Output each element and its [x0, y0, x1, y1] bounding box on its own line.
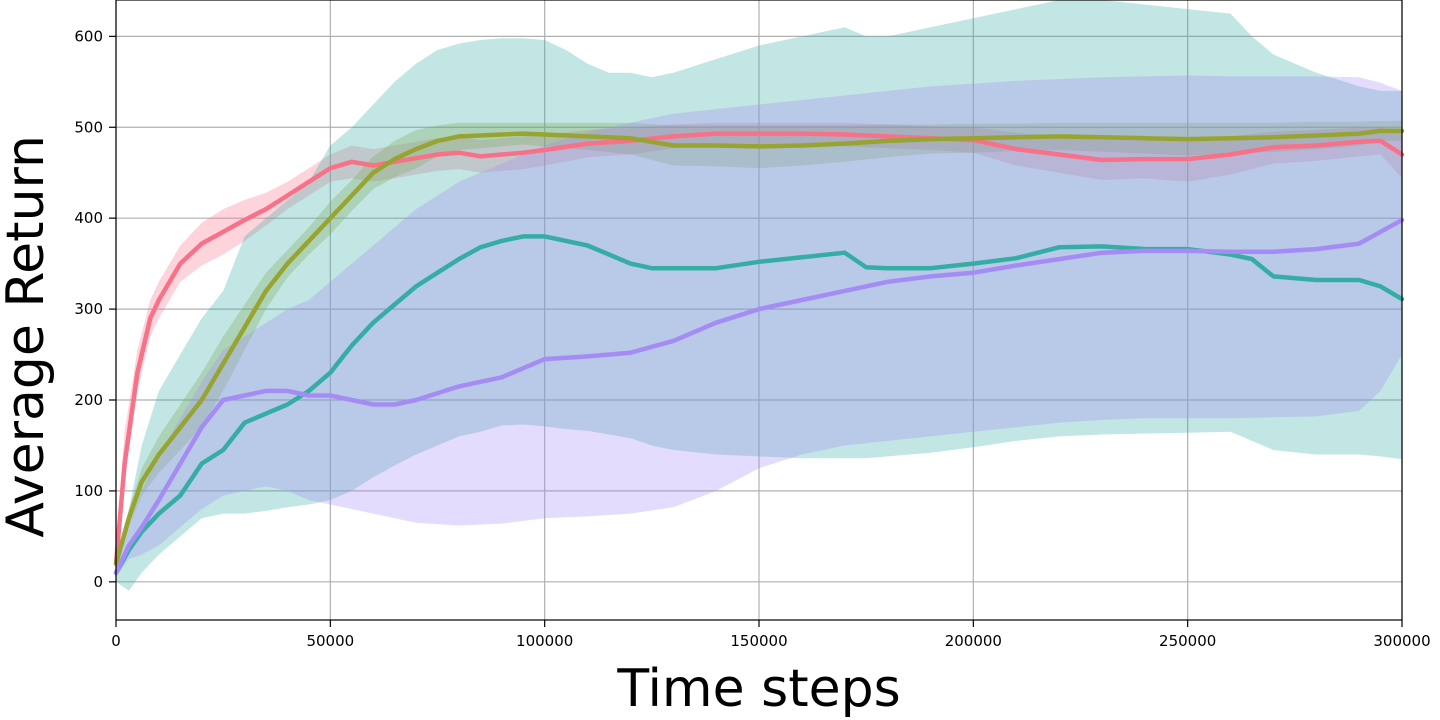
y-tick-label: 400 [74, 209, 103, 227]
y-tick-label: 600 [74, 27, 103, 45]
series-4-line [113, 217, 1405, 575]
x-tick-label: 150000 [730, 632, 787, 650]
x-tick-label: 0 [111, 632, 121, 650]
confidence-bands [116, 0, 1402, 591]
series-lines [113, 128, 1405, 575]
x-axis-title: Time steps [616, 659, 900, 719]
y-tick-label: 0 [93, 573, 103, 591]
x-tick-label: 50000 [306, 632, 354, 650]
x-tick-label: 300000 [1373, 632, 1430, 650]
y-tick-label: 300 [74, 300, 103, 318]
y-tick-label: 200 [74, 391, 103, 409]
axis-ticks: 0 50000 100000 150000 200000 250000 300000 0 100… [74, 27, 1430, 650]
series-2-line [113, 128, 1405, 566]
x-tick-label: 200000 [945, 632, 1002, 650]
y-tick-label: 100 [74, 482, 103, 500]
x-tick-label: 250000 [1159, 632, 1216, 650]
series-1-line [113, 131, 1405, 566]
y-axis-title: Average Return [0, 135, 56, 538]
y-tick-label: 500 [74, 118, 103, 136]
series-3-band [116, 0, 1402, 591]
series-4-band [116, 75, 1402, 578]
x-tick-label: 100000 [516, 632, 573, 650]
